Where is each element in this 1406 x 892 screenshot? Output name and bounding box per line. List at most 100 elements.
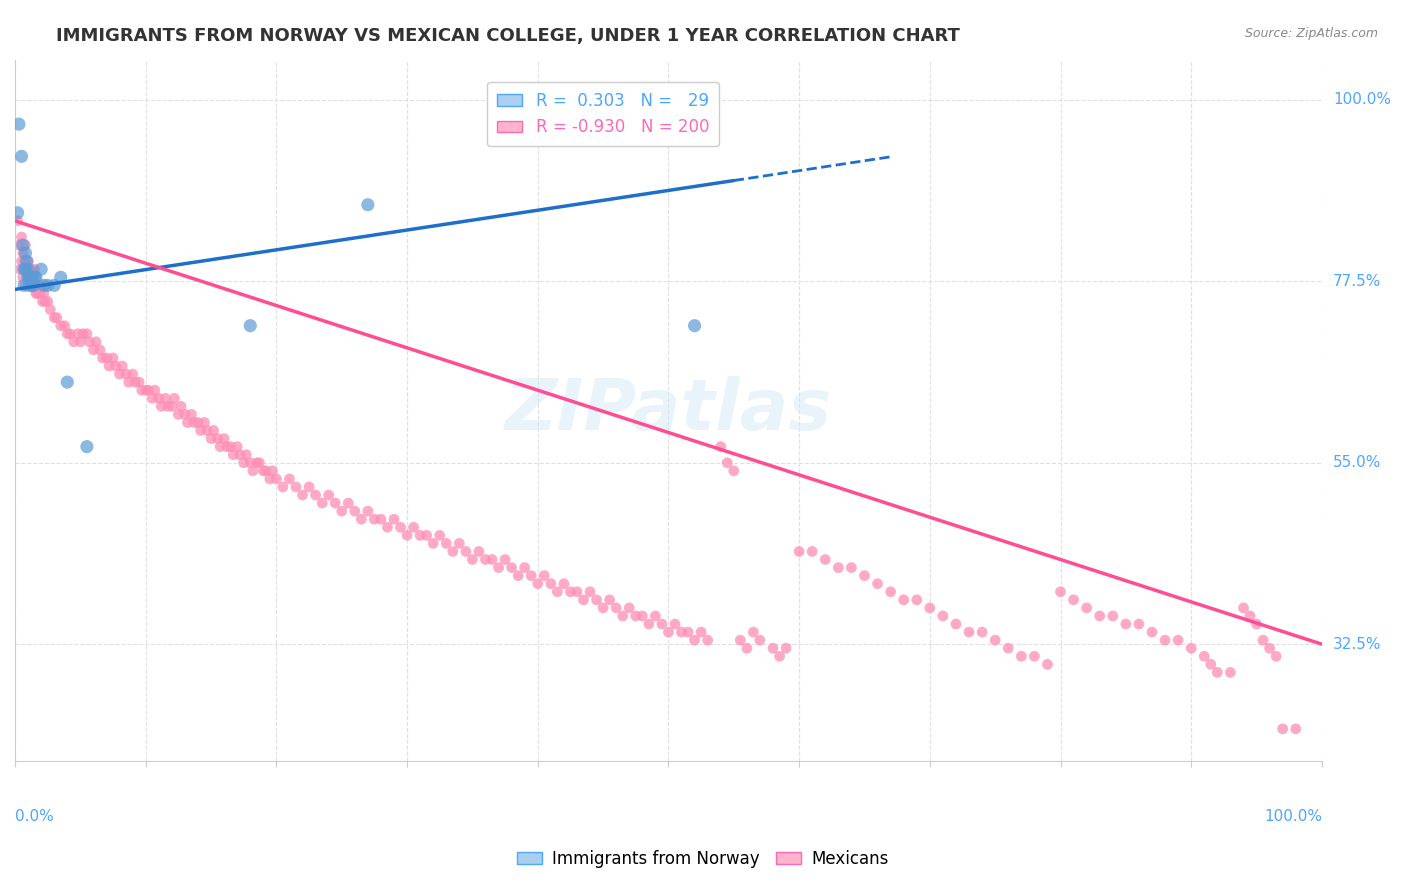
Mexicans — [242, 464, 264, 478]
Mexicans — [21, 278, 44, 293]
Immigrants from Norway — [7, 206, 30, 220]
Mexicans — [696, 633, 718, 648]
Legend: R =  0.303   N =   29, R = -0.930   N = 200: R = 0.303 N = 29, R = -0.930 N = 200 — [488, 82, 718, 146]
Mexicans — [1101, 609, 1123, 624]
Mexicans — [1206, 665, 1229, 680]
Mexicans — [644, 609, 666, 624]
Mexicans — [163, 391, 186, 405]
Mexicans — [337, 496, 360, 510]
Text: IMMIGRANTS FROM NORWAY VS MEXICAN COLLEGE, UNDER 1 YEAR CORRELATION CHART: IMMIGRANTS FROM NORWAY VS MEXICAN COLLEG… — [56, 27, 960, 45]
Immigrants from Norway — [44, 278, 66, 293]
Mexicans — [997, 641, 1019, 656]
Mexicans — [22, 270, 45, 285]
Mexicans — [1199, 657, 1222, 672]
Mexicans — [174, 408, 197, 422]
Mexicans — [585, 592, 607, 607]
Mexicans — [115, 367, 138, 381]
Immigrants from Norway — [239, 318, 262, 333]
Mexicans — [118, 375, 141, 389]
Text: 0.0%: 0.0% — [15, 810, 53, 824]
Mexicans — [624, 609, 647, 624]
Mexicans — [195, 424, 218, 438]
Mexicans — [7, 214, 30, 228]
Mexicans — [841, 560, 863, 574]
Mexicans — [252, 464, 274, 478]
Mexicans — [1265, 649, 1288, 664]
Mexicans — [235, 448, 257, 462]
Mexicans — [1246, 617, 1268, 632]
Mexicans — [32, 286, 55, 301]
Mexicans — [13, 262, 35, 277]
Mexicans — [546, 584, 568, 599]
Mexicans — [1258, 641, 1281, 656]
Mexicans — [11, 270, 34, 285]
Immigrants from Norway — [30, 262, 52, 277]
Mexicans — [957, 625, 980, 640]
Mexicans — [415, 528, 437, 542]
Mexicans — [193, 416, 215, 430]
Mexicans — [853, 568, 876, 582]
Mexicans — [441, 544, 464, 558]
Mexicans — [262, 464, 284, 478]
Immigrants from Norway — [21, 278, 44, 293]
Mexicans — [827, 560, 849, 574]
Mexicans — [66, 326, 89, 341]
Mexicans — [96, 351, 118, 365]
Mexicans — [683, 633, 706, 648]
Mexicans — [735, 641, 758, 656]
Mexicans — [690, 625, 713, 640]
Mexicans — [1219, 665, 1241, 680]
Immigrants from Norway — [56, 375, 79, 389]
Text: 55.0%: 55.0% — [1333, 455, 1381, 470]
Mexicans — [664, 617, 686, 632]
Mexicans — [101, 351, 124, 365]
Mexicans — [1239, 609, 1261, 624]
Mexicans — [14, 238, 37, 252]
Immigrants from Norway — [21, 270, 44, 285]
Mexicans — [396, 528, 419, 542]
Mexicans — [1154, 633, 1177, 648]
Mexicans — [513, 560, 536, 574]
Immigrants from Norway — [18, 270, 41, 285]
Mexicans — [1036, 657, 1059, 672]
Mexicans — [945, 617, 967, 632]
Mexicans — [619, 601, 641, 615]
Mexicans — [984, 633, 1007, 648]
Mexicans — [710, 440, 733, 454]
Mexicans — [363, 512, 385, 526]
Mexicans — [1063, 592, 1085, 607]
Mexicans — [1180, 641, 1202, 656]
Mexicans — [285, 480, 308, 494]
Mexicans — [1128, 617, 1150, 632]
Mexicans — [222, 448, 245, 462]
Mexicans — [31, 294, 53, 309]
Mexicans — [62, 334, 84, 349]
Mexicans — [278, 472, 301, 486]
Mexicans — [131, 383, 153, 397]
Mexicans — [25, 286, 48, 301]
Mexicans — [187, 416, 209, 430]
Mexicans — [377, 520, 399, 534]
Mexicans — [156, 400, 179, 414]
Mexicans — [1088, 609, 1111, 624]
Text: 100.0%: 100.0% — [1333, 93, 1391, 107]
Mexicans — [49, 318, 72, 333]
Mexicans — [716, 456, 738, 470]
Text: ZIPatlas: ZIPatlas — [505, 376, 832, 445]
Mexicans — [10, 230, 32, 244]
Mexicans — [481, 552, 503, 566]
Mexicans — [271, 480, 294, 494]
Mexicans — [17, 254, 39, 268]
Immigrants from Norway — [15, 254, 38, 268]
Mexicans — [247, 456, 270, 470]
Mexicans — [434, 536, 457, 550]
Mexicans — [148, 391, 170, 405]
Text: Source: ZipAtlas.com: Source: ZipAtlas.com — [1244, 27, 1378, 40]
Immigrants from Norway — [7, 117, 30, 131]
Mexicans — [932, 609, 955, 624]
Mexicans — [553, 576, 575, 591]
Mexicans — [84, 334, 107, 349]
Immigrants from Norway — [13, 262, 35, 277]
Mexicans — [723, 464, 745, 478]
Mexicans — [468, 544, 491, 558]
